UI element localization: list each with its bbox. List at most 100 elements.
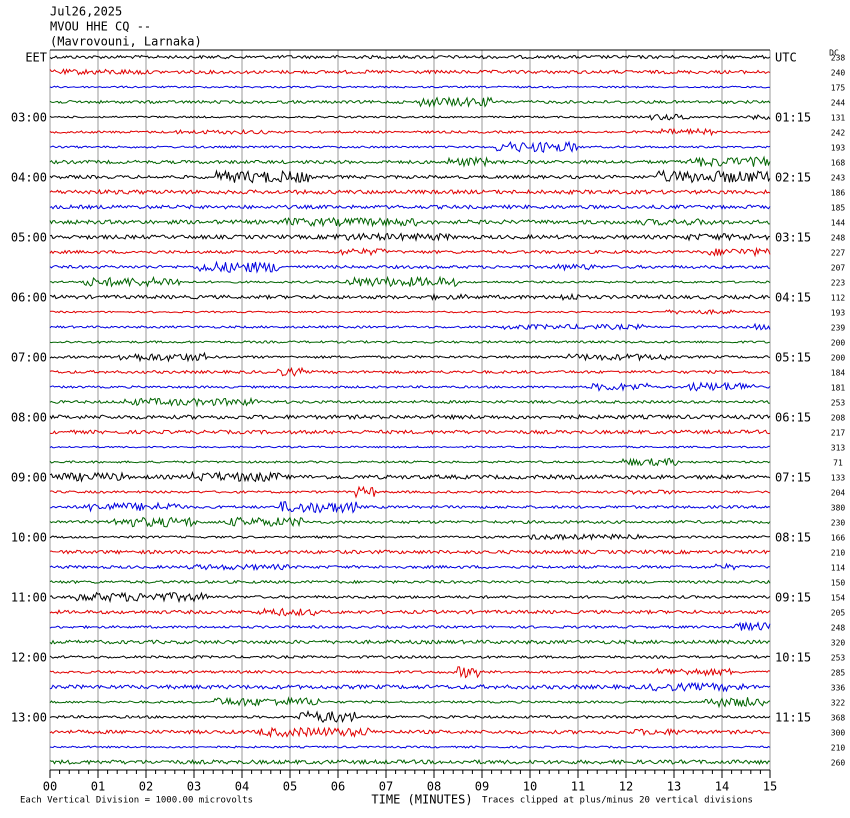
scale-note: Each Vertical Division = 1000.00 microvo… <box>20 796 253 806</box>
trace <box>49 654 771 660</box>
dc-value: 71 <box>833 459 843 468</box>
dc-value: 227 <box>831 249 846 258</box>
dc-value: 193 <box>831 144 846 153</box>
right-time-label: 07:15 <box>775 471 811 485</box>
trace <box>49 246 771 258</box>
dc-value: 248 <box>831 234 846 243</box>
trace <box>49 155 771 168</box>
dc-value: 217 <box>831 429 846 438</box>
trace <box>49 127 771 137</box>
dc-value: 243 <box>831 174 846 183</box>
dc-value: 248 <box>831 624 846 633</box>
trace <box>49 591 771 604</box>
clip-note: Traces clipped at plus/minus 20 vertical… <box>482 796 753 806</box>
dc-value: 240 <box>831 69 846 78</box>
trace <box>49 366 771 377</box>
trace <box>49 113 771 121</box>
x-tick-label: 11 <box>571 780 585 794</box>
dc-value: 238 <box>831 54 846 63</box>
right-time-label: 06:15 <box>775 411 811 425</box>
dc-value: 144 <box>831 219 846 228</box>
trace <box>49 457 771 467</box>
trace <box>49 413 771 421</box>
dc-value: 205 <box>831 609 846 618</box>
trace <box>49 322 771 331</box>
x-tick-label: 14 <box>715 780 729 794</box>
trace <box>49 188 771 196</box>
station: MVOU HHE CQ -- <box>50 20 151 34</box>
dc-value: 210 <box>831 549 846 558</box>
trace <box>49 275 771 288</box>
trace <box>49 96 771 108</box>
dc-value: 131 <box>831 114 846 123</box>
x-tick-label: 03 <box>187 780 201 794</box>
trace <box>49 445 771 449</box>
left-time-label: 08:00 <box>11 411 47 425</box>
trace <box>49 639 771 645</box>
dc-value: 184 <box>831 369 846 378</box>
trace <box>49 216 770 228</box>
trace <box>49 681 771 693</box>
left-time-label: 10:00 <box>11 531 47 545</box>
right-time-label: 01:15 <box>775 111 811 125</box>
dc-value: 239 <box>831 324 846 333</box>
trace <box>49 340 771 344</box>
dc-value: 186 <box>831 189 846 198</box>
right-time-label: 04:15 <box>775 291 811 305</box>
dc-value: 193 <box>831 309 846 318</box>
trace <box>49 485 771 499</box>
dc-value: 244 <box>831 99 846 108</box>
dc-value: 253 <box>831 399 846 408</box>
right-time-label: 05:15 <box>775 351 811 365</box>
x-tick-label: 00 <box>43 780 57 794</box>
dc-value: 207 <box>831 264 846 273</box>
dc-value: 253 <box>831 654 846 663</box>
trace <box>49 516 771 528</box>
right-time-label: 02:15 <box>775 171 811 185</box>
dc-value: 133 <box>831 474 846 483</box>
x-tick-label: 07 <box>379 780 393 794</box>
left-time-label: 07:00 <box>11 351 47 365</box>
x-tick-label: 02 <box>139 780 153 794</box>
trace <box>49 470 771 483</box>
dc-value: 208 <box>831 414 846 423</box>
dc-value: 150 <box>831 579 846 588</box>
trace <box>49 308 771 316</box>
dc-value: 320 <box>831 639 846 648</box>
trace <box>49 621 771 632</box>
left-time-label: 09:00 <box>11 471 47 485</box>
x-tick-label: 06 <box>331 780 345 794</box>
trace <box>49 169 771 184</box>
dc-value: 300 <box>831 729 846 738</box>
x-tick-label: 12 <box>619 780 633 794</box>
dc-value: 181 <box>831 384 846 393</box>
location: (Mavrovouni, Larnaka) <box>50 35 202 49</box>
trace <box>49 429 771 435</box>
trace <box>49 232 771 242</box>
trace <box>49 666 771 679</box>
trace <box>49 85 771 89</box>
trace <box>49 396 771 408</box>
trace <box>49 260 771 274</box>
dc-header: DC <box>829 49 839 58</box>
dc-value: 168 <box>831 159 846 168</box>
trace <box>49 203 771 210</box>
trace <box>49 726 770 739</box>
x-tick-label: 10 <box>523 780 537 794</box>
x-tick-label: 15 <box>763 780 777 794</box>
trace <box>49 579 771 585</box>
dc-value: 230 <box>831 519 846 528</box>
dc-value: 210 <box>831 744 846 753</box>
trace <box>49 549 771 555</box>
left-time-label: 12:00 <box>11 651 47 665</box>
dc-value: 242 <box>831 129 846 138</box>
dc-value: 200 <box>831 339 846 348</box>
x-axis-label: TIME (MINUTES) <box>371 793 472 807</box>
trace <box>49 68 771 76</box>
trace <box>49 562 771 572</box>
trace <box>49 54 771 60</box>
dc-value: 313 <box>831 444 846 453</box>
right-time-label: 10:15 <box>775 651 811 665</box>
